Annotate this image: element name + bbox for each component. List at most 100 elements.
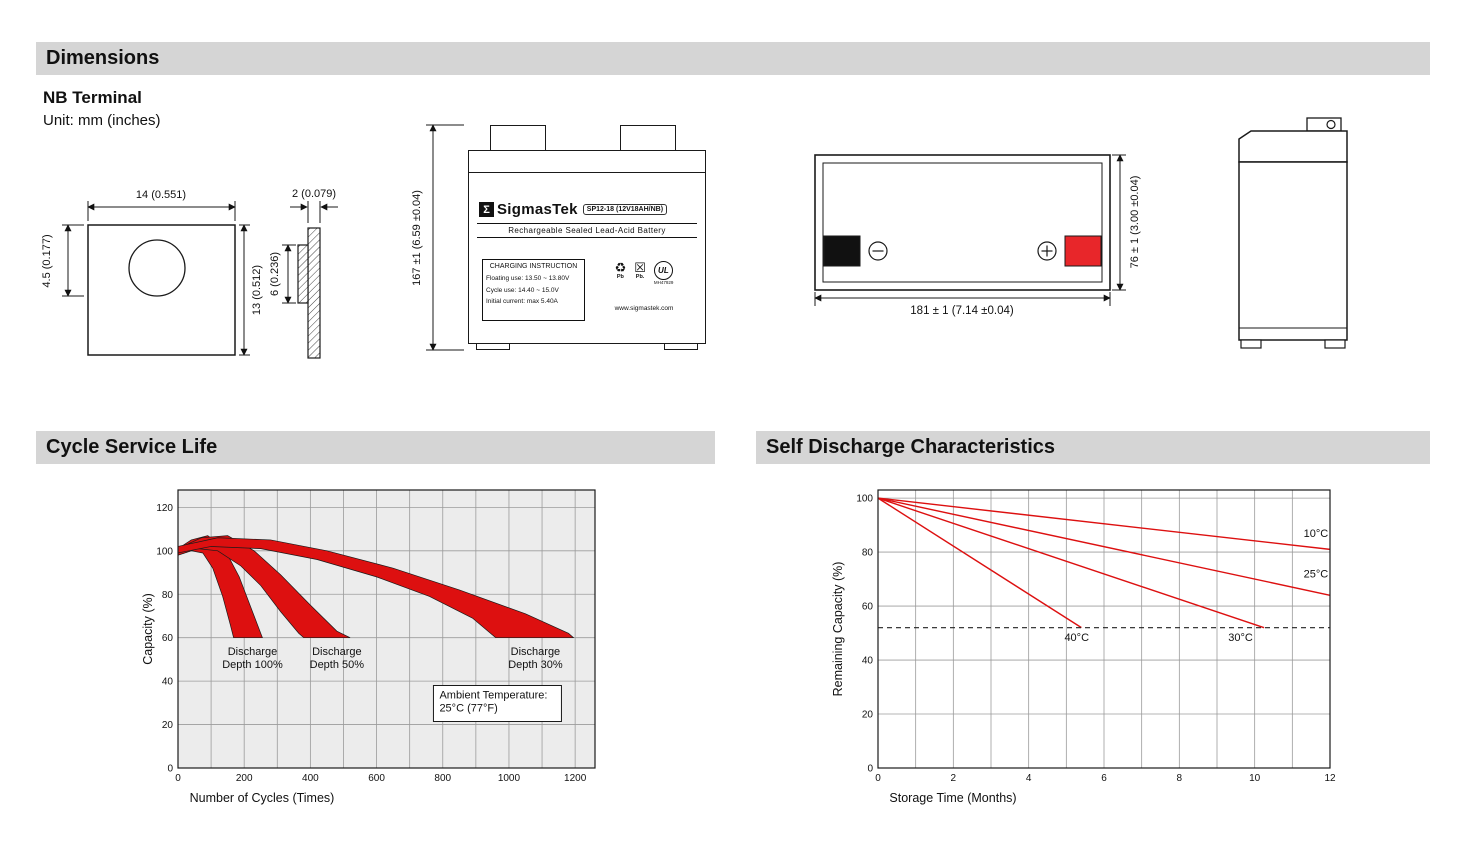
battery-foot-left — [476, 343, 510, 350]
x-tick-label: 1200 — [564, 773, 587, 784]
top-view-inner-outline — [822, 162, 1103, 283]
y-tick-label: 100 — [856, 494, 873, 505]
dim-terminal-thickness: 2 (0.079) — [290, 188, 338, 223]
terminal-front-drawing: 14 (0.551) 4.5 (0.177) 13 (0.512) — [41, 189, 263, 356]
negative-symbol-icon — [868, 241, 888, 261]
unit-note: Unit: mm (inches) — [43, 112, 161, 129]
dim-battery-width: 76 ± 1 (3.00 ±0.04) — [1112, 154, 1141, 291]
x-tick-label: 2 — [951, 773, 957, 784]
battery-foot-right — [664, 343, 698, 350]
brand-name: SigmasTek — [497, 201, 578, 218]
annotation-label: Depth 30% — [508, 659, 563, 671]
y-tick-label: 60 — [162, 633, 174, 644]
x-tick-label: 6 — [1101, 773, 1107, 784]
y-tick-label: 0 — [167, 764, 173, 775]
battery-top-view-drawing: 181 ± 1 (7.14 ±0.04) 76 ± 1 (3.00 ±0.04) — [814, 154, 1141, 317]
x-tick-label: 1000 — [498, 773, 521, 784]
x-tick-label: 0 — [875, 773, 881, 784]
negative-terminal — [823, 235, 861, 267]
annotation-label: Discharge — [228, 646, 278, 658]
dim-label: 2 (0.079) — [292, 188, 336, 200]
y-axis-label: Remaining Capacity (%) — [831, 562, 845, 697]
dim-battery-length: 181 ± 1 (7.14 ±0.04) — [814, 292, 1111, 317]
dim-terminal-depth: 6 (0.236) — [269, 244, 296, 304]
section-header-dimensions: Dimensions — [36, 42, 1430, 75]
series-line — [877, 497, 1331, 596]
annotation-label: Depth 50% — [310, 659, 365, 671]
terminal-front-outline — [87, 224, 236, 356]
x-tick-label: 200 — [236, 773, 253, 784]
side-foot-left — [1240, 339, 1262, 349]
side-foot-right — [1324, 339, 1346, 349]
x-tick-label: 600 — [368, 773, 385, 784]
annotation-label: 25°C (77°F) — [439, 703, 497, 715]
battery-lid — [468, 150, 706, 173]
ul-file-number: MH47929 — [653, 280, 674, 285]
dim-label: 76 ± 1 (3.00 ±0.04) — [1129, 176, 1141, 269]
charging-heading: CHARGING INSTRUCTION — [489, 263, 578, 270]
dim-label: 4.5 (0.177) — [41, 234, 53, 287]
dim-label: 13 (0.512) — [251, 265, 263, 315]
x-tick-label: 800 — [434, 773, 451, 784]
band — [177, 537, 575, 639]
y-tick-label: 100 — [156, 546, 173, 557]
y-tick-label: 80 — [162, 590, 174, 601]
x-tick-label: 400 — [302, 773, 319, 784]
y-tick-label: 60 — [862, 602, 874, 613]
dim-terminal-height: 13 (0.512) — [239, 224, 263, 356]
recycle-pb-icon: ♻ Pb — [614, 260, 627, 280]
series-line — [877, 497, 1082, 629]
series-line — [877, 497, 1331, 551]
annotation-label: 10°C — [1304, 528, 1329, 540]
annotation-label: 25°C — [1304, 569, 1329, 581]
annotation-label: Ambient Temperature: — [439, 690, 547, 702]
x-tick-label: 12 — [1324, 773, 1336, 784]
dim-label: 181 ± 1 (7.14 ±0.04) — [910, 305, 1014, 317]
series-line — [877, 497, 1265, 629]
battery-height-dimension: 167 ±1 (6.59 ±0.04) — [411, 124, 464, 351]
positive-terminal — [1064, 235, 1102, 267]
nb-terminal-heading: NB Terminal — [43, 88, 142, 107]
y-tick-label: 20 — [162, 720, 174, 731]
charging-line: Floating use: 13.50 ~ 13.80V — [486, 275, 570, 282]
x-axis-label: Storage Time (Months) — [889, 791, 1016, 805]
y-axis-label: Capacity (%) — [141, 593, 155, 665]
no-disposal-pb-icon: ☒ Pb. — [634, 260, 646, 280]
battery-front-view: Σ SigmasTek SP12-18 (12V18AH/NB) Recharg… — [468, 118, 706, 352]
sigmastek-logo-icon: Σ — [479, 202, 494, 217]
ul-mark-icon: UL MH47929 — [653, 261, 674, 285]
side-terminal — [1306, 117, 1342, 132]
charging-line: Initial current: max 5.40A — [486, 298, 558, 306]
battery-vent-cap-left — [490, 125, 546, 152]
y-tick-label: 40 — [162, 677, 174, 688]
annotation-label: Depth 100% — [222, 659, 283, 671]
section-title: Dimensions — [46, 47, 160, 69]
x-tick-label: 10 — [1249, 773, 1261, 784]
dim-battery-height: 167 ±1 (6.59 ±0.04) — [411, 124, 464, 351]
x-tick-label: 8 — [1177, 773, 1183, 784]
battery-vent-cap-right — [620, 125, 676, 152]
x-axis-label: Number of Cycles (Times) — [190, 791, 335, 805]
top-view-outline — [814, 154, 1111, 291]
x-tick-label: 0 — [175, 773, 181, 784]
positive-symbol-icon — [1037, 241, 1057, 261]
y-tick-label: 0 — [867, 764, 873, 775]
dim-terminal-hole-offset: 4.5 (0.177) — [41, 224, 84, 297]
annotation-label: Discharge — [312, 646, 362, 658]
section-title: Self Discharge Characteristics — [766, 436, 1056, 458]
y-tick-label: 120 — [156, 503, 173, 514]
dim-label: 6 (0.236) — [269, 252, 281, 296]
terminal-side-outline — [297, 227, 321, 359]
side-body — [1238, 161, 1348, 341]
terminal-side-drawing: 2 (0.079) 6 (0.236) — [269, 188, 338, 359]
section-header-cycle-service-life: Cycle Service Life — [36, 431, 715, 464]
self-discharge-chart: 0 20 40 60 80 100 0 2 4 6 8 10 12 10°C 25°C 40°C 30°C Sto… — [831, 489, 1336, 805]
charging-line: Cycle use: 14.40 ~ 15.0V — [486, 286, 559, 294]
annotation-label: 40°C — [1064, 632, 1089, 644]
dim-terminal-width: 14 (0.551) — [87, 189, 236, 221]
y-tick-label: 80 — [862, 548, 874, 559]
battery-body-label: Σ SigmasTek SP12-18 (12V18AH/NB) Recharg… — [468, 172, 706, 344]
annotation-label: Discharge — [511, 646, 561, 658]
